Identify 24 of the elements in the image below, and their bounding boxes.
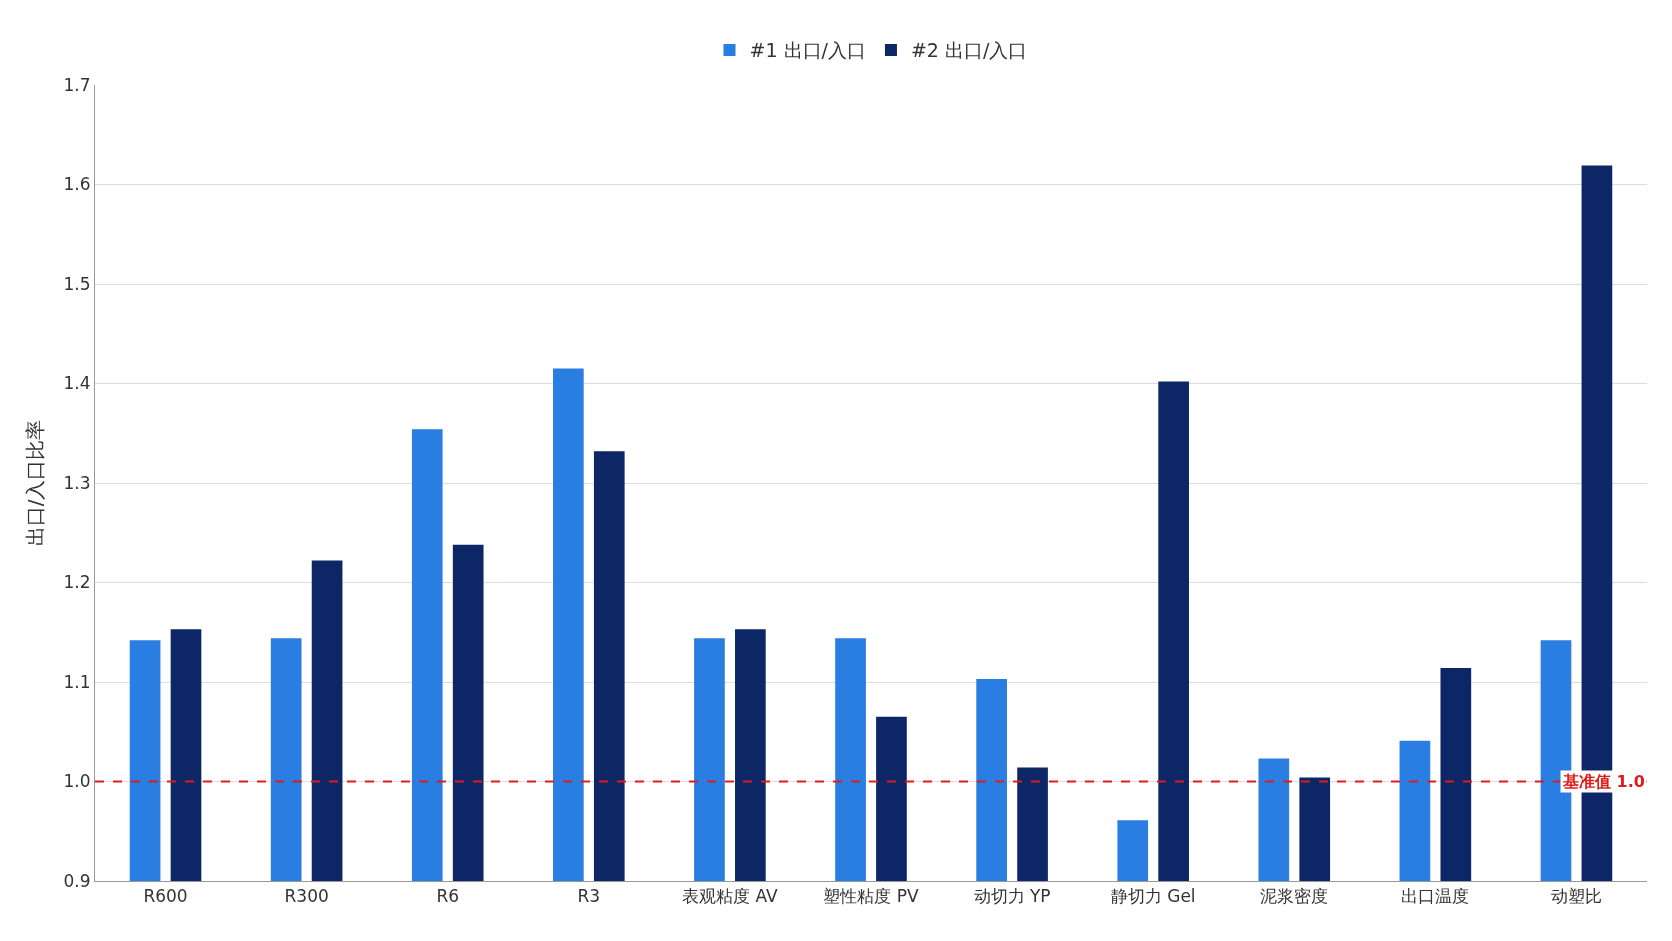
y-tick-label: 1.7 [63,74,91,95]
y-tick-label: 1.6 [63,174,91,195]
ref-line-label: 基准值 1.0 [1562,772,1645,791]
y-tick-label: 1.1 [63,671,91,692]
y-tick-label: 1.3 [63,472,91,493]
x-tick-label: R600 [143,886,188,907]
x-tick-label: 表观粘度 AV [682,886,779,907]
legend-label: #1 出口/入口 [749,39,866,62]
x-tick-label: R3 [577,886,601,907]
x-tick-label: 动塑比 [1550,886,1602,907]
legend-label: #2 出口/入口 [910,39,1028,62]
y-tick-label: 1.2 [63,572,91,593]
y-tick-label: 1.0 [63,771,91,792]
x-tick-label: R6 [436,886,460,907]
x-tick-label: 泥浆密度 [1260,886,1329,907]
y-tick-label: 1.5 [63,273,91,294]
x-tick-label: 静切力 Gel [1110,886,1196,907]
y-tick-label: 1.4 [63,373,91,394]
x-tick-label: 塑性粘度 PV [823,886,920,907]
x-tick-label: 动切力 YP [973,886,1051,907]
x-tick-label: R300 [284,886,329,907]
y-tick-label: 0.9 [63,870,91,891]
y-axis-title: 出口/入口比率 [23,419,48,547]
x-tick-label: 出口温度 [1401,886,1470,907]
